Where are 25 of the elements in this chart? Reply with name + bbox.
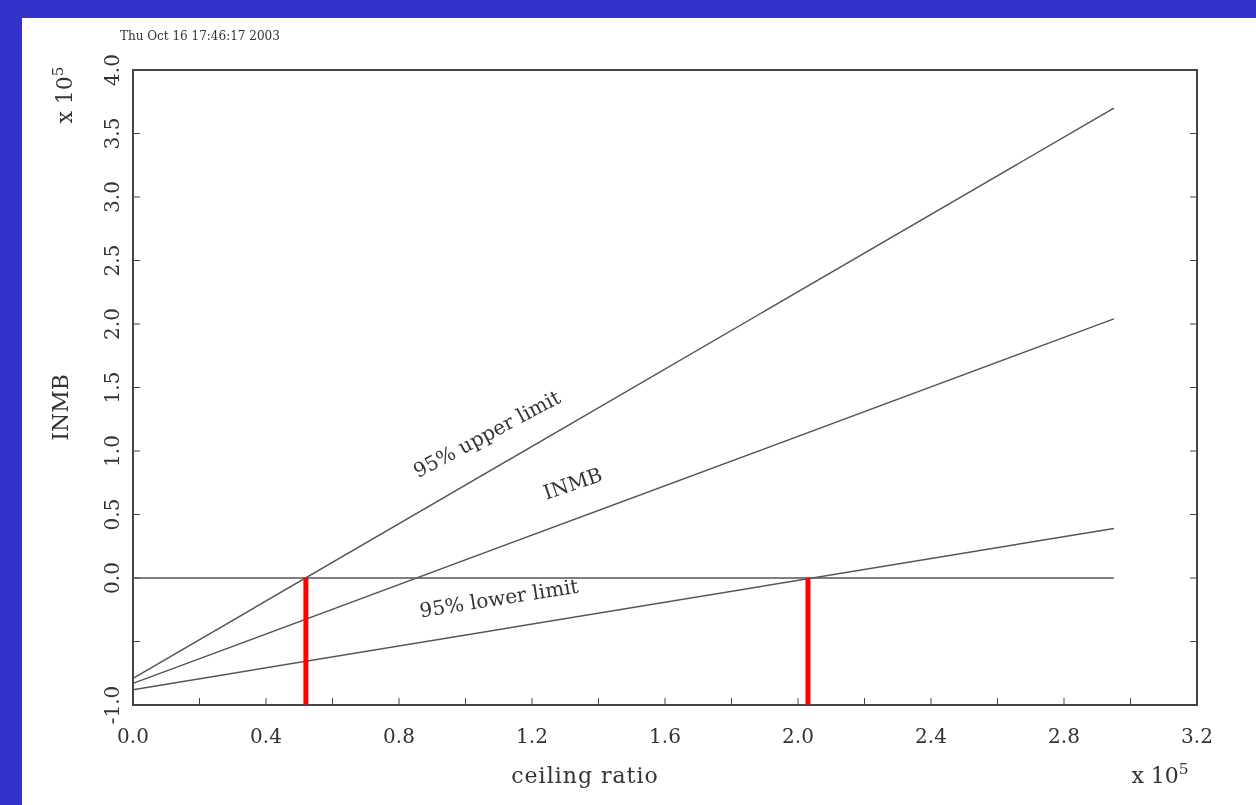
annotation: INMB [540,462,606,505]
x-tick-label: 1.2 [516,724,548,748]
text: Thu Oct 16 17:46:17 2003 [120,29,280,43]
x-tick-label: 1.6 [649,724,681,748]
y-tick-label: 2.0 [100,308,124,340]
x-axis-title: ceiling ratio [511,763,659,788]
x-tick-label: 2.8 [1048,724,1080,748]
y-tick-label: 4.0 [100,54,124,86]
x-tick-label: 0.0 [117,724,149,748]
y-tick-label: 0.5 [100,498,124,531]
x-tick-label: 0.4 [250,724,282,748]
y-axis-title: INMB [48,374,73,441]
y-tick-label: 1.0 [100,435,124,467]
y-tick-label: 3.5 [100,117,124,150]
y-tick-label: 3.0 [100,181,124,213]
y-tick-label: 0.0 [100,562,124,594]
y-tick-label: -1.0 [100,685,124,725]
y-tick-label: 2.5 [100,244,124,277]
x-tick-label: 2.4 [915,724,947,748]
x-tick-label: 0.8 [383,724,415,748]
text: x 10$^{5}$ [1131,760,1189,788]
y-tick-label: 1.5 [100,371,124,404]
x-tick-label: 3.2 [1181,724,1213,748]
x-tick-label: 2.0 [782,724,814,748]
annotation: 95% lower limit [417,573,580,623]
